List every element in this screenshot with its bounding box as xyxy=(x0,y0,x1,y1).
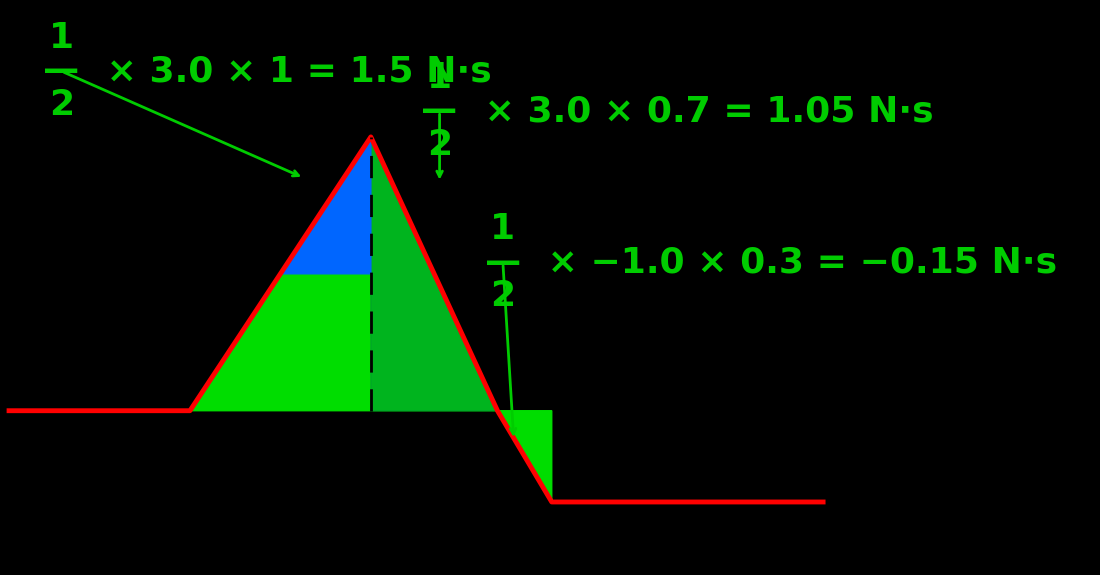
Text: × 3.0 × 0.7 = 1.05 N⋅s: × 3.0 × 0.7 = 1.05 N⋅s xyxy=(472,94,934,128)
Text: 1: 1 xyxy=(48,21,74,55)
Polygon shape xyxy=(497,411,552,502)
Text: 2: 2 xyxy=(491,279,516,313)
Text: 2: 2 xyxy=(427,128,452,162)
Polygon shape xyxy=(280,137,371,274)
Polygon shape xyxy=(371,137,497,411)
Text: —: — xyxy=(421,94,458,128)
Polygon shape xyxy=(190,137,497,411)
Text: —: — xyxy=(43,54,79,88)
Text: 1: 1 xyxy=(491,212,516,247)
Text: —: — xyxy=(485,246,521,280)
Text: × −1.0 × 0.3 = −0.15 N⋅s: × −1.0 × 0.3 = −0.15 N⋅s xyxy=(536,246,1057,280)
Text: × 3.0 × 1 = 1.5 N⋅s: × 3.0 × 1 = 1.5 N⋅s xyxy=(95,54,492,88)
Text: 1: 1 xyxy=(427,61,452,95)
Text: 2: 2 xyxy=(48,87,74,122)
